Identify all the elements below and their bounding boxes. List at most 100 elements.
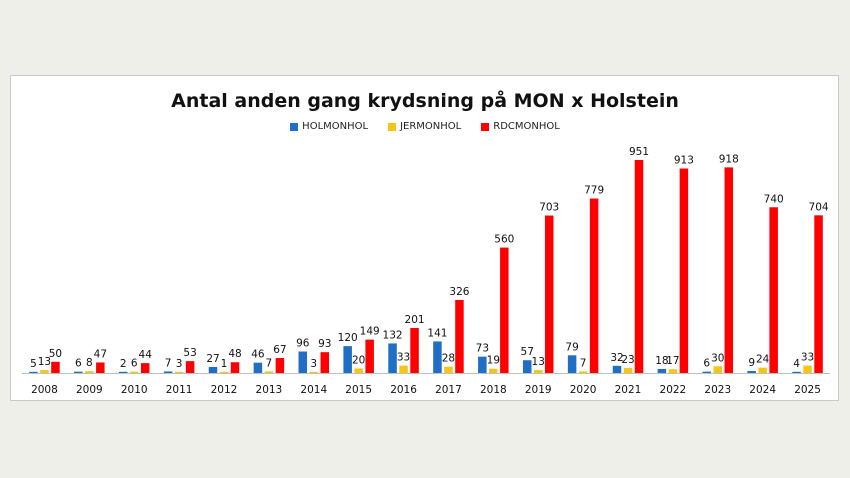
value-label-jermonhol-2014: 3: [310, 358, 317, 370]
value-label-rdcmonhol-2012: 48: [228, 348, 241, 360]
value-label-jermonhol-2022: 17: [666, 355, 679, 367]
value-label-jermonhol-2016: 33: [397, 352, 410, 364]
value-label-holmonhol-2011: 7: [165, 357, 172, 369]
x-tick-label-2014: 2014: [300, 384, 327, 396]
value-label-jermonhol-2013: 7: [266, 357, 273, 369]
bar-holmonhol-2012: [208, 366, 218, 373]
value-label-rdcmonhol-2008: 50: [49, 348, 62, 360]
bar-holmonhol-2008: [29, 371, 38, 373]
chart-card: [10, 75, 839, 401]
value-label-jermonhol-2023: 30: [711, 352, 724, 364]
x-tick-label-2025: 2025: [794, 384, 821, 396]
bar-jermonhol-2024: [758, 367, 767, 373]
value-label-jermonhol-2018: 19: [487, 355, 500, 367]
value-label-jermonhol-2021: 23: [621, 354, 634, 366]
value-label-holmonhol-2021: 32: [610, 352, 623, 364]
value-label-jermonhol-2010: 6: [131, 358, 138, 370]
bar-rdcmonhol-2022: [679, 168, 689, 373]
bar-rdcmonhol-2012: [230, 362, 240, 373]
x-tick-label-2022: 2022: [660, 384, 687, 396]
bar-jermonhol-2011: [174, 371, 184, 373]
x-tick-label-2012: 2012: [211, 384, 238, 396]
bar-holmonhol-2022: [657, 368, 667, 373]
value-label-holmonhol-2020: 79: [565, 341, 578, 353]
value-label-holmonhol-2017: 141: [427, 327, 447, 339]
value-label-holmonhol-2012: 27: [206, 353, 219, 365]
value-label-holmonhol-2008: 5: [30, 358, 37, 370]
bar-rdcmonhol-2014: [320, 352, 330, 373]
bar-holmonhol-2023: [702, 371, 712, 373]
bar-rdcmonhol-2016: [410, 327, 419, 373]
x-tick-label-2023: 2023: [704, 384, 731, 396]
x-tick-label-2008: 2008: [31, 384, 58, 396]
value-label-rdcmonhol-2011: 53: [183, 347, 196, 359]
value-label-rdcmonhol-2015: 149: [360, 326, 380, 338]
x-tick-label-2020: 2020: [570, 384, 597, 396]
bar-rdcmonhol-2017: [455, 299, 464, 373]
value-label-jermonhol-2024: 24: [756, 354, 770, 366]
value-label-rdcmonhol-2018: 560: [494, 234, 514, 246]
legend: HOLMONHOL JERMONHOL RDCMONHOL: [0, 121, 850, 132]
value-label-rdcmonhol-2023: 918: [719, 153, 739, 165]
bar-jermonhol-2022: [668, 369, 678, 373]
value-label-holmonhol-2025: 4: [793, 358, 800, 370]
value-label-holmonhol-2010: 2: [120, 358, 127, 370]
value-label-jermonhol-2011: 3: [176, 358, 183, 370]
legend-item-rdcmonhol: RDCMONHOL: [481, 121, 560, 132]
bar-jermonhol-2013: [264, 371, 274, 373]
bar-rdcmonhol-2011: [185, 361, 195, 373]
bar-jermonhol-2019: [533, 370, 543, 373]
legend-label-rdcmonhol: RDCMONHOL: [493, 121, 560, 132]
value-label-rdcmonhol-2009: 47: [94, 348, 107, 360]
bar-rdcmonhol-2010: [140, 363, 150, 373]
bar-jermonhol-2023: [713, 366, 723, 373]
x-tick-label-2010: 2010: [121, 384, 148, 396]
x-tick-label-2016: 2016: [390, 384, 417, 396]
x-tick-label-2011: 2011: [166, 384, 193, 396]
bar-rdcmonhol-2020: [589, 198, 599, 373]
value-label-jermonhol-2012: 1: [221, 358, 228, 370]
value-label-holmonhol-2013: 46: [251, 349, 265, 361]
x-tick-label-2017: 2017: [435, 384, 462, 396]
bar-rdcmonhol-2023: [724, 167, 734, 373]
x-tick-label-2024: 2024: [749, 384, 776, 396]
value-label-rdcmonhol-2021: 951: [629, 146, 649, 158]
x-tick-label-2021: 2021: [615, 384, 642, 396]
value-label-rdcmonhol-2020: 779: [584, 185, 604, 197]
x-tick-label-2015: 2015: [345, 384, 372, 396]
value-label-rdcmonhol-2010: 44: [139, 349, 153, 361]
value-label-jermonhol-2015: 20: [352, 355, 365, 367]
chart-title: Antal anden gang krydsning på MON x Hols…: [171, 90, 679, 112]
bar-jermonhol-2020: [578, 371, 588, 373]
bar-jermonhol-2012: [219, 371, 229, 373]
value-label-holmonhol-2014: 96: [296, 337, 310, 349]
value-label-rdcmonhol-2017: 326: [449, 286, 469, 298]
value-label-holmonhol-2018: 73: [476, 343, 489, 355]
value-label-rdcmonhol-2022: 913: [674, 155, 694, 167]
bar-holmonhol-2017: [433, 341, 442, 373]
value-label-rdcmonhol-2016: 201: [405, 314, 425, 326]
value-label-jermonhol-2025: 33: [801, 352, 814, 364]
bar-rdcmonhol-2009: [96, 362, 105, 373]
legend-swatch-jermonhol: [388, 122, 397, 131]
value-label-holmonhol-2022: 18: [655, 355, 668, 367]
bar-holmonhol-2014: [298, 351, 308, 373]
bar-holmonhol-2016: [388, 343, 397, 373]
bar-holmonhol-2024: [747, 370, 756, 373]
bar-rdcmonhol-2018: [500, 247, 509, 373]
legend-label-jermonhol: JERMONHOL: [400, 121, 462, 132]
bar-rdcmonhol-2013: [275, 357, 285, 373]
value-label-rdcmonhol-2013: 67: [273, 344, 286, 356]
bar-jermonhol-2025: [803, 365, 812, 373]
x-tick-label-2019: 2019: [525, 384, 552, 396]
value-label-rdcmonhol-2019: 703: [539, 202, 559, 214]
bar-jermonhol-2015: [354, 368, 363, 373]
bar-jermonhol-2010: [129, 371, 139, 373]
bar-jermonhol-2008: [40, 370, 49, 373]
x-tick-label-2013: 2013: [256, 384, 283, 396]
bar-holmonhol-2009: [74, 371, 83, 373]
bar-jermonhol-2018: [489, 368, 498, 373]
value-label-jermonhol-2008: 13: [38, 356, 51, 368]
bar-rdcmonhol-2015: [365, 339, 374, 373]
